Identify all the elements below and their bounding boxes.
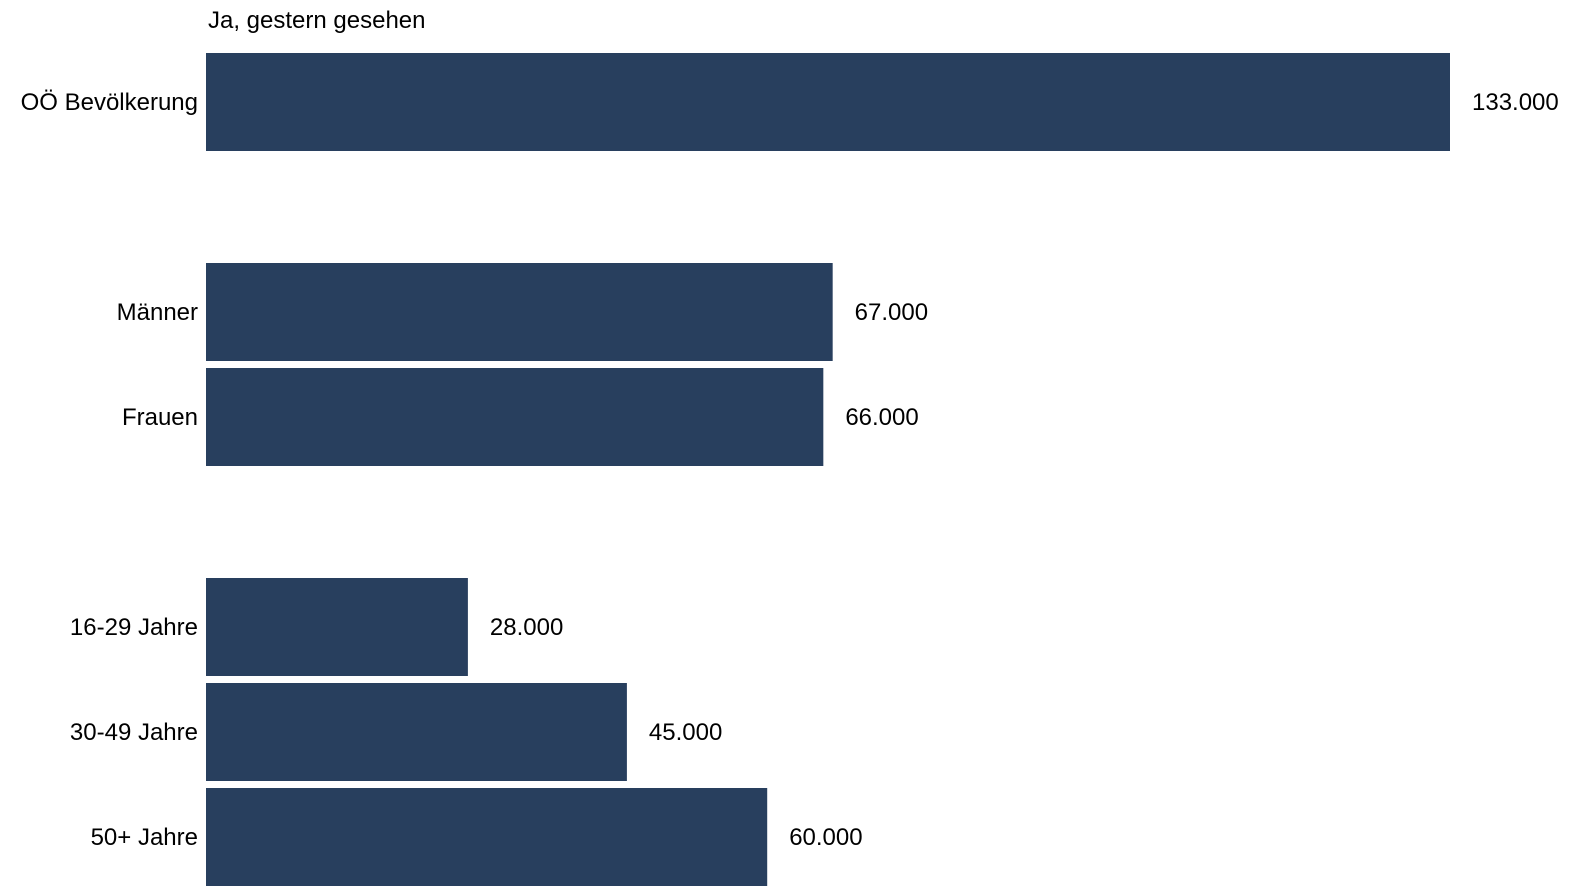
value-label: 66.000	[845, 404, 918, 431]
bar-4	[206, 683, 627, 781]
bars-layer	[206, 53, 1450, 886]
value-label: 133.000	[1472, 89, 1559, 116]
category-label: 50+ Jahre	[91, 824, 198, 851]
category-label: 16-29 Jahre	[70, 614, 198, 641]
value-label: 28.000	[490, 614, 563, 641]
category-label: 30-49 Jahre	[70, 719, 198, 746]
category-label: OÖ Bevölkerung	[21, 89, 198, 116]
value-label: 45.000	[649, 719, 722, 746]
bar-3	[206, 578, 468, 676]
bar-1	[206, 263, 833, 361]
bar-2	[206, 368, 824, 466]
labels-layer: OÖ Bevölkerung 133.000 Männer 67.000 Frauen 6…	[21, 89, 1559, 851]
value-label: 67.000	[855, 299, 928, 326]
value-label: 60.000	[789, 824, 862, 851]
category-label: Frauen	[122, 404, 198, 431]
category-label: Männer	[117, 299, 198, 326]
series-label: Ja, gestern gesehen	[208, 7, 426, 34]
bar-0	[206, 53, 1450, 151]
bar-5	[206, 788, 768, 886]
